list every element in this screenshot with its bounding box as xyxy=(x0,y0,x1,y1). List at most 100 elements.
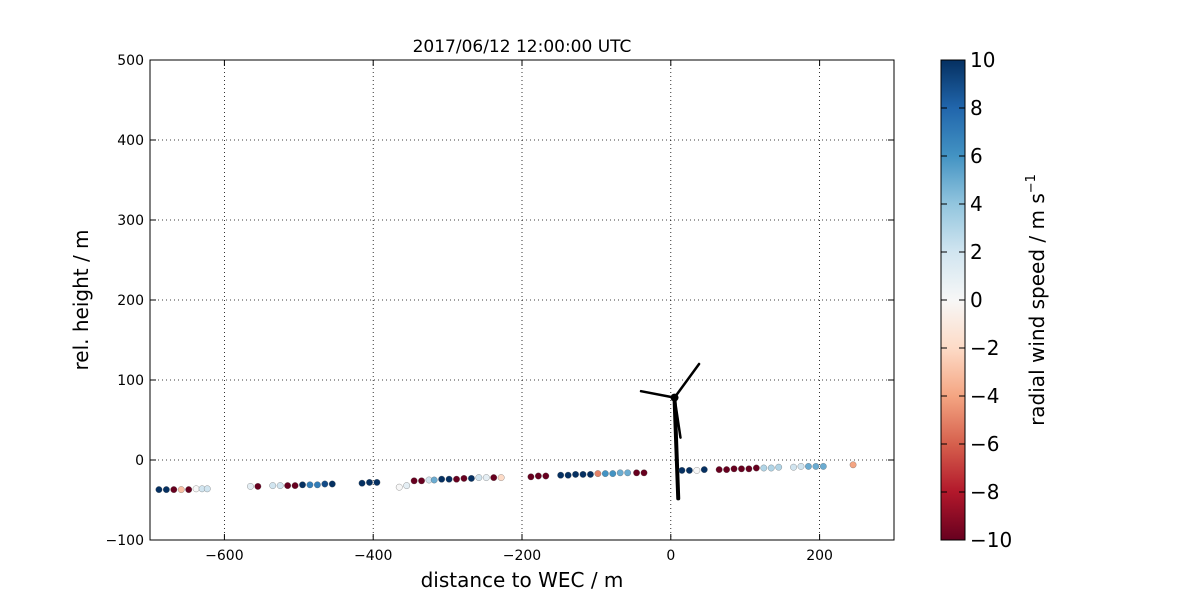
x-tick-label: −600 xyxy=(205,548,243,564)
data-point xyxy=(299,481,306,489)
data-point xyxy=(203,485,211,493)
turbine-blade xyxy=(639,389,676,399)
y-tick-label: 200 xyxy=(117,293,144,309)
data-point xyxy=(430,476,438,484)
data-point xyxy=(700,466,708,473)
colorbar-tick-label: 6 xyxy=(970,144,983,168)
colorbar-label-main: radial wind speed / m s xyxy=(1025,193,1049,426)
data-point xyxy=(418,477,425,485)
colorbar-tick-label: −10 xyxy=(970,528,1012,552)
colorbar-label: radial wind speed / m s−1 xyxy=(1024,174,1049,426)
y-tick-label: 300 xyxy=(117,213,144,229)
gridlines xyxy=(150,59,894,541)
data-point xyxy=(321,480,329,488)
colorbar-tick-label: 4 xyxy=(970,192,983,216)
x-axis-label: distance to WEC / m xyxy=(421,568,624,592)
turbine-hub xyxy=(670,393,679,402)
turbine-blade xyxy=(673,396,682,439)
data-point xyxy=(163,486,170,493)
data-point xyxy=(535,472,542,480)
colorbar-tick-label: 2 xyxy=(970,240,983,264)
data-point xyxy=(616,469,624,477)
colorbar-tick-label: −2 xyxy=(970,336,999,360)
data-point xyxy=(177,486,185,493)
data-point xyxy=(640,469,648,477)
data-point xyxy=(790,463,797,471)
data-point xyxy=(805,463,812,470)
x-tick-label: −200 xyxy=(503,548,541,564)
data-point xyxy=(745,465,753,473)
colorbar-ticks: −10 −8 −6 −4 −2 0 2 4 6 8 10 xyxy=(941,48,1012,552)
y-tick-label: −100 xyxy=(106,533,144,549)
data-point xyxy=(490,474,498,481)
data-point xyxy=(609,470,617,477)
data-point xyxy=(254,483,262,490)
data-point xyxy=(542,472,550,480)
data-point xyxy=(767,464,775,472)
x-axis-ticks: −600 −400 −200 0 200 xyxy=(205,60,833,564)
data-point xyxy=(445,475,453,483)
data-point xyxy=(760,464,768,472)
turbine-tower xyxy=(672,395,681,501)
data-point xyxy=(410,477,418,485)
data-point xyxy=(497,474,505,481)
colorbar-tick-label: 10 xyxy=(970,48,995,72)
y-tick-label: 100 xyxy=(117,373,144,389)
data-point xyxy=(715,466,723,473)
colorbar-tick-label: 8 xyxy=(970,96,983,120)
data-point xyxy=(594,470,602,477)
data-point xyxy=(460,475,468,482)
data-point xyxy=(633,469,640,477)
data-point xyxy=(284,482,291,489)
data-point xyxy=(624,469,631,477)
data-point xyxy=(291,482,299,489)
data-point xyxy=(314,481,321,489)
data-point xyxy=(775,463,783,471)
data-point xyxy=(247,483,254,490)
data-point xyxy=(155,486,163,493)
wind-turbine-icon xyxy=(639,362,701,501)
data-point xyxy=(557,471,565,479)
colorbar-tick-label: −8 xyxy=(970,480,999,504)
data-point xyxy=(730,465,738,473)
data-point xyxy=(328,480,336,488)
colorbar-tick-label: 0 xyxy=(970,288,983,312)
data-point xyxy=(468,475,475,482)
data-point xyxy=(358,479,366,487)
data-point xyxy=(269,482,277,489)
data-point xyxy=(395,483,403,491)
data-point xyxy=(819,463,827,470)
y-axis-ticks: −100 0 100 200 300 400 500 xyxy=(106,53,894,549)
data-point xyxy=(403,482,411,489)
colorbar-tick-label: −4 xyxy=(970,384,999,408)
data-point xyxy=(170,486,178,493)
data-point xyxy=(579,471,587,478)
x-tick-label: 200 xyxy=(806,548,833,564)
data-point xyxy=(812,463,820,470)
data-point xyxy=(572,471,579,478)
x-tick-label: −400 xyxy=(354,548,392,564)
data-point xyxy=(587,471,594,478)
colorbar-label-superscript: −1 xyxy=(1024,174,1039,193)
data-point xyxy=(723,466,730,473)
data-point xyxy=(373,479,381,486)
data-point xyxy=(306,481,314,489)
x-tick-label: 0 xyxy=(666,548,675,564)
data-point xyxy=(192,485,200,493)
data-point xyxy=(849,461,857,469)
y-tick-label: 0 xyxy=(135,453,144,469)
y-tick-label: 400 xyxy=(117,133,144,149)
data-point xyxy=(482,474,490,481)
y-tick-label: 500 xyxy=(117,53,144,69)
data-point xyxy=(438,475,445,483)
data-point xyxy=(693,467,701,474)
data-point xyxy=(601,470,609,477)
data-point xyxy=(686,467,693,474)
data-point xyxy=(527,473,535,481)
colorbar-tick-label: −6 xyxy=(970,432,999,456)
data-point xyxy=(185,486,193,493)
data-point xyxy=(564,471,572,479)
data-point xyxy=(276,482,284,489)
data-point xyxy=(738,465,745,473)
